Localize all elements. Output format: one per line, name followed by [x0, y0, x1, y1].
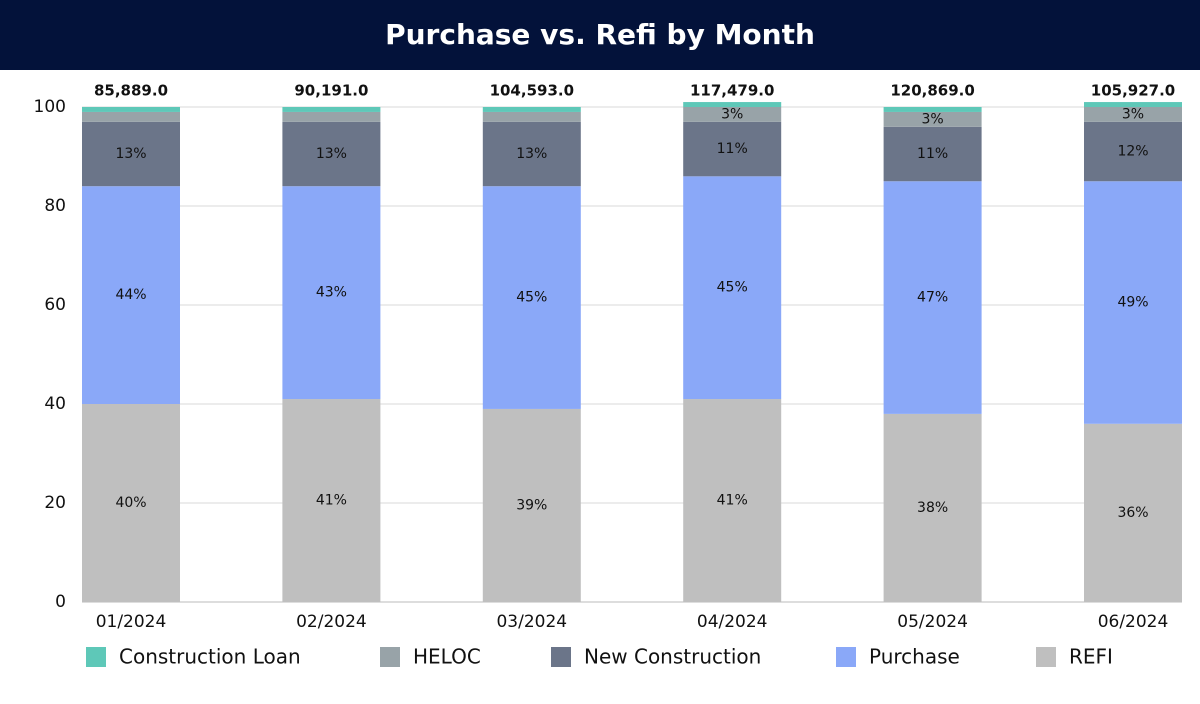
legend-label: New Construction — [584, 645, 761, 669]
data-label: 36% — [1117, 505, 1148, 521]
bar-segment — [683, 121, 782, 177]
bar-segment — [82, 186, 180, 404]
data-label: 11% — [717, 141, 748, 157]
total-label: 117,479.0 — [690, 82, 774, 100]
bar-segment — [482, 121, 581, 187]
bar-segment — [683, 399, 782, 602]
bar-segment — [683, 102, 782, 107]
bar-segment — [282, 399, 381, 602]
bar-segment — [82, 107, 180, 112]
total-label: 90,191.0 — [294, 82, 368, 100]
data-label: 41% — [717, 493, 748, 509]
bar-segment — [683, 107, 782, 122]
data-label: 12% — [1117, 144, 1148, 160]
bar-segment — [82, 404, 180, 602]
y-tick-label: 80 — [44, 196, 66, 216]
bar-segment — [282, 107, 381, 112]
bar-segment — [883, 413, 982, 602]
bar-segment — [282, 111, 381, 122]
data-label: 38% — [917, 500, 948, 516]
data-label: 39% — [516, 497, 547, 513]
x-tick-label: 03/2024 — [496, 612, 567, 632]
y-tick-label: 40 — [44, 394, 66, 414]
bar-segment — [482, 111, 581, 122]
header-bar — [0, 0, 1200, 70]
data-label: 44% — [115, 287, 146, 303]
x-tick-label: 04/2024 — [697, 612, 768, 632]
bar-segment — [282, 121, 381, 187]
y-tick-label: 20 — [44, 493, 66, 513]
y-tick-label: 0 — [55, 592, 66, 612]
legend-swatch — [1036, 647, 1056, 667]
legend-label: Purchase — [869, 645, 960, 669]
legend-swatch — [836, 647, 856, 667]
bar-segment — [1084, 107, 1182, 122]
bar-segment — [883, 107, 982, 112]
bar-segment — [482, 408, 581, 602]
bar-segment — [482, 107, 581, 112]
data-label: 40% — [115, 495, 146, 511]
bar-segment — [683, 176, 782, 400]
bar-segment — [1084, 121, 1182, 182]
bar-segment — [482, 186, 581, 409]
x-tick-label: 05/2024 — [897, 612, 968, 632]
bar-segment — [1084, 102, 1182, 107]
legend-swatch — [551, 647, 571, 667]
chart-title: Purchase vs. Refi by Month — [385, 18, 815, 51]
bar-segment — [883, 111, 982, 127]
total-label: 105,927.0 — [1091, 82, 1175, 100]
total-label: 85,889.0 — [94, 82, 168, 100]
x-tick-label: 02/2024 — [296, 612, 367, 632]
data-label: 11% — [917, 146, 948, 162]
data-label: 41% — [316, 493, 347, 509]
bar-segment — [883, 126, 982, 182]
data-label: 47% — [917, 290, 948, 306]
data-label: 43% — [316, 285, 347, 301]
legend-label: HELOC — [413, 645, 481, 669]
data-label: 13% — [115, 146, 146, 162]
legend-label: Construction Loan — [119, 645, 301, 669]
data-label: 45% — [717, 280, 748, 296]
total-label: 120,869.0 — [890, 82, 974, 100]
bar-segment — [82, 111, 180, 122]
bar-segment — [883, 181, 982, 414]
data-label: 13% — [316, 146, 347, 162]
bar-segment — [1084, 423, 1182, 602]
data-label: 49% — [1117, 295, 1148, 311]
bar-segment — [1084, 181, 1182, 424]
data-label: 13% — [516, 146, 547, 162]
x-tick-label: 01/2024 — [96, 612, 167, 632]
data-label: 3% — [721, 106, 743, 122]
y-tick-label: 100 — [34, 97, 66, 117]
y-tick-label: 60 — [44, 295, 66, 315]
total-label: 104,593.0 — [490, 82, 574, 100]
legend-swatch — [380, 647, 400, 667]
data-label: 45% — [516, 290, 547, 306]
x-tick-label: 06/2024 — [1098, 612, 1169, 632]
data-label: 3% — [921, 111, 943, 127]
bar-segment — [282, 186, 381, 400]
data-label: 3% — [1122, 106, 1144, 122]
legend-label: REFI — [1069, 645, 1113, 669]
legend-swatch — [86, 647, 106, 667]
bar-segment — [82, 121, 180, 187]
